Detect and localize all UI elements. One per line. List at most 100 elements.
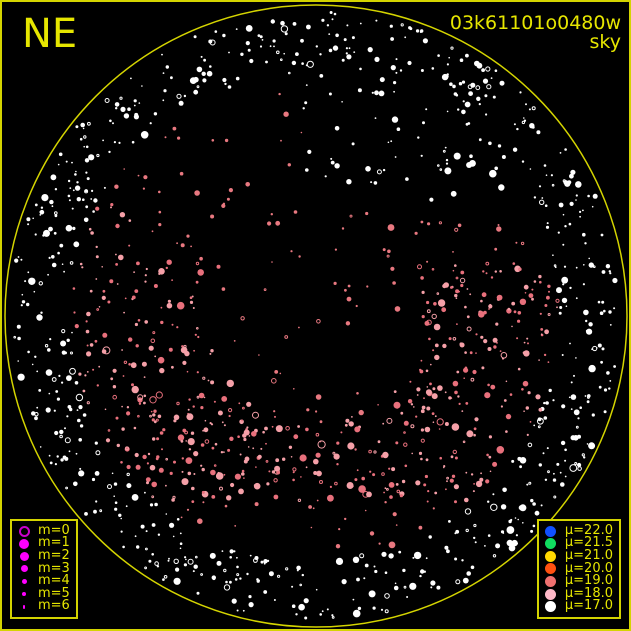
star: [540, 333, 543, 336]
hollow-circle-icon: [18, 525, 30, 537]
star: [92, 210, 95, 213]
star: [545, 174, 548, 176]
star: [304, 101, 308, 105]
star: [45, 369, 53, 376]
star: [165, 484, 167, 487]
star: [211, 495, 216, 499]
star: [248, 602, 254, 608]
star: [390, 37, 394, 41]
star: [424, 426, 431, 433]
star: [489, 470, 492, 473]
star: [369, 470, 372, 473]
star: [94, 471, 100, 476]
star: [94, 441, 98, 445]
star: [73, 311, 76, 314]
star: [507, 307, 511, 311]
star: [149, 396, 157, 404]
star: [560, 482, 565, 487]
star: [335, 544, 341, 549]
star: [116, 283, 119, 285]
star: [59, 243, 64, 248]
star: [518, 505, 524, 511]
star: [38, 281, 43, 286]
star: [543, 401, 546, 405]
star: [556, 462, 560, 466]
star: [387, 224, 395, 231]
star: [428, 535, 432, 539]
star: [126, 464, 131, 470]
star: [47, 273, 49, 276]
star: [137, 414, 140, 418]
star: [193, 89, 199, 95]
star: [334, 481, 338, 486]
star: [40, 311, 43, 314]
star: [552, 399, 555, 402]
star: [224, 138, 229, 143]
star: [273, 410, 276, 413]
star: [454, 264, 457, 267]
star: [196, 371, 199, 374]
color-swatch-icon: [545, 538, 557, 550]
star: [582, 283, 586, 286]
star: [384, 487, 387, 490]
star: [581, 453, 585, 457]
star: [429, 197, 434, 202]
star: [169, 471, 173, 475]
color-swatch-icon: [545, 588, 557, 600]
star: [420, 569, 425, 574]
star: [605, 264, 611, 269]
star: [310, 526, 313, 529]
star: [17, 256, 20, 258]
star: [465, 402, 469, 405]
star: [158, 223, 162, 227]
star: [523, 117, 525, 119]
star: [370, 181, 373, 184]
star: [542, 452, 545, 455]
star: [192, 570, 195, 573]
star: [319, 480, 323, 484]
star: [84, 158, 90, 163]
star: [494, 247, 498, 251]
star: [288, 71, 291, 75]
color-swatch-icon: [545, 601, 557, 613]
star: [251, 431, 257, 437]
star: [108, 150, 111, 154]
dot-icon: [18, 538, 30, 549]
star: [561, 404, 566, 409]
star: [519, 91, 522, 94]
star: [415, 480, 421, 486]
star: [486, 453, 489, 457]
star: [242, 406, 245, 410]
star: [442, 343, 447, 349]
star: [95, 255, 99, 259]
star: [488, 455, 492, 459]
star: [608, 310, 612, 314]
star: [223, 424, 226, 427]
star: [209, 65, 212, 68]
star: [315, 588, 318, 591]
star: [262, 430, 265, 434]
star: [561, 354, 564, 356]
star: [280, 58, 283, 62]
star: [153, 112, 158, 116]
star: [94, 339, 98, 343]
star: [297, 425, 300, 428]
star: [17, 336, 21, 341]
star: [86, 344, 89, 347]
star: [260, 447, 263, 450]
star: [407, 60, 412, 66]
star: [469, 160, 476, 167]
star: [466, 288, 469, 290]
star: [95, 450, 101, 456]
star: [163, 89, 167, 93]
star: [187, 438, 195, 446]
star: [430, 580, 436, 586]
star: [591, 413, 595, 417]
star: [585, 319, 588, 323]
star: [405, 177, 409, 181]
star: [352, 598, 355, 601]
star: [460, 283, 464, 288]
star: [75, 452, 78, 455]
star: [257, 454, 262, 459]
